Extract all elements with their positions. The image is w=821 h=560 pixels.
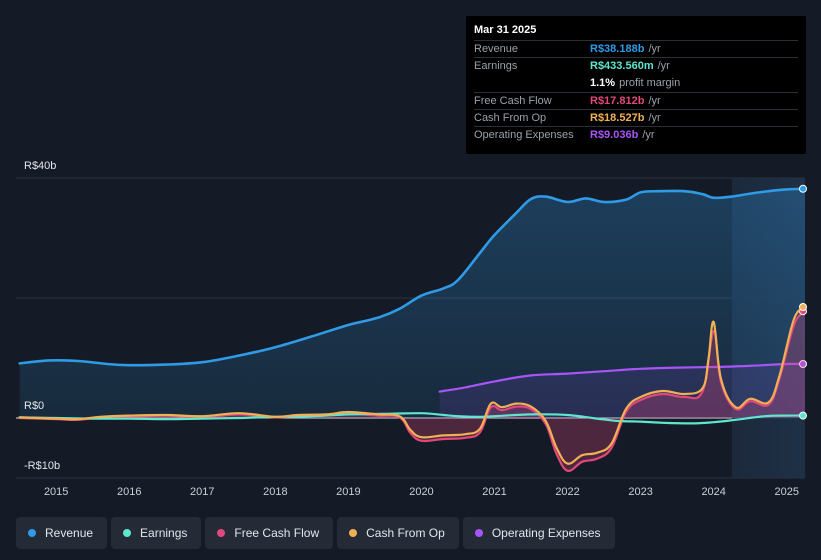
- tooltip-value: R$433.560m: [590, 60, 654, 73]
- legend-item-free-cash-flow[interactable]: Free Cash Flow: [205, 517, 334, 549]
- series-area-operating-expenses: [439, 363, 805, 418]
- x-tick-label: 2021: [482, 486, 506, 498]
- legend-label: Revenue: [45, 526, 94, 540]
- tooltip-label: Operating Expenses: [474, 129, 574, 142]
- series-line-revenue: [18, 187, 807, 367]
- legend-item-revenue[interactable]: Revenue: [16, 517, 108, 549]
- legend: Revenue Earnings Free Cash Flow Cash Fro…: [16, 517, 615, 549]
- series-endpoint-revenue[interactable]: [799, 184, 807, 193]
- legend-label: Earnings: [140, 526, 188, 540]
- legend-dot-icon: [474, 529, 483, 537]
- x-tick-label: 2020: [409, 486, 433, 498]
- legend-item-cash-from-op[interactable]: Cash From Op: [337, 517, 459, 549]
- tooltip-date: Mar 31 2025: [474, 24, 537, 36]
- tooltip-value: R$9.036b: [590, 129, 639, 142]
- legend-dot-icon: [217, 529, 226, 537]
- tooltip-unit: /yr: [642, 129, 655, 142]
- tooltip-value: R$18.527b: [590, 111, 645, 124]
- series-layer: [18, 184, 807, 473]
- tooltip-unit: profit margin: [619, 76, 681, 89]
- tooltip-row-cash-from-op: Cash From Op R$18.527b /yr: [474, 108, 798, 126]
- x-tick-label: 2015: [44, 486, 68, 498]
- tooltip-unit: /yr: [648, 43, 661, 56]
- x-tick-label: 2019: [336, 486, 360, 498]
- y-tick-label-bottom: -R$10b: [24, 460, 61, 472]
- tooltip-label: Revenue: [474, 43, 519, 56]
- y-tick-label-top: R$40b: [24, 160, 57, 172]
- x-axis: 2015 2016 2017 2018 2019 2020 2021 2022 2023 2024…: [44, 486, 799, 498]
- tooltip-row-earnings: Earnings R$433.560m /yr: [474, 57, 798, 74]
- x-tick-label: 2017: [190, 486, 214, 498]
- tooltip-row-profit-margin: 1.1% profit margin: [474, 74, 798, 91]
- x-tick-label: 2016: [117, 486, 141, 498]
- tooltip-row-free-cash-flow: Free Cash Flow R$17.812b /yr: [474, 91, 798, 109]
- series-line-earnings: [18, 412, 807, 425]
- series-endpoint-operating-expenses[interactable]: [799, 360, 807, 368]
- x-tick-label: 2018: [263, 486, 287, 498]
- tooltip-label: Cash From Op: [474, 111, 547, 124]
- legend-item-operating-expenses[interactable]: Operating Expenses: [462, 517, 615, 549]
- x-tick-label: 2023: [628, 486, 652, 498]
- tooltip-row-revenue: Revenue R$38.188b /yr: [474, 40, 798, 57]
- tooltip-row-operating-expenses: Operating Expenses R$9.036b /yr: [474, 125, 798, 143]
- legend-label: Operating Expenses: [491, 526, 601, 540]
- series-line-cash-from-op: [18, 305, 807, 465]
- x-tick-label: 2022: [555, 486, 579, 498]
- tooltip-value: R$38.188b: [590, 43, 645, 56]
- tooltip-label: Earnings: [474, 60, 518, 73]
- series-endpoint-cash-from-op[interactable]: [799, 303, 807, 311]
- tooltip-unit: /yr: [648, 111, 661, 124]
- legend-label: Free Cash Flow: [234, 526, 320, 540]
- y-tick-label-zero: R$0: [24, 400, 45, 412]
- tooltip-value: 1.1%: [590, 76, 616, 89]
- series-area-free-cash-flow: [19, 311, 805, 471]
- legend-dot-icon: [123, 529, 132, 537]
- x-tick-label: 2024: [701, 486, 725, 498]
- tooltip-unit: /yr: [648, 94, 661, 107]
- tooltip-value: R$17.812b: [590, 94, 645, 107]
- tooltip-label: Free Cash Flow: [474, 94, 552, 107]
- legend-item-earnings[interactable]: Earnings: [111, 517, 202, 549]
- series-endpoint-earnings[interactable]: [799, 411, 807, 420]
- tooltip: Mar 31 2025 Revenue R$38.188b /yr Earnin…: [466, 16, 806, 154]
- tooltip-unit: /yr: [657, 60, 670, 73]
- series-line-operating-expenses: [438, 362, 807, 393]
- legend-dot-icon: [28, 529, 36, 537]
- x-tick-label: 2025: [774, 486, 798, 498]
- legend-dot-icon: [349, 529, 358, 537]
- legend-label: Cash From Op: [366, 526, 445, 540]
